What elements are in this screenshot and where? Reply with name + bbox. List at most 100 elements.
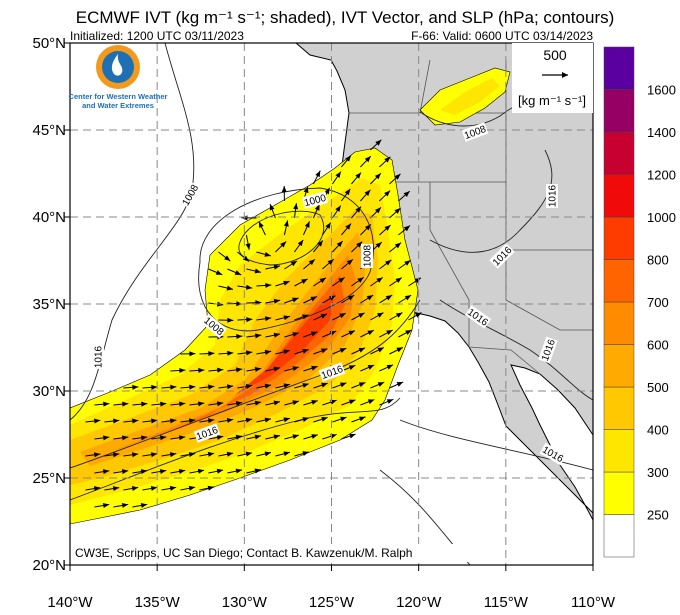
slp-contour bbox=[238, 210, 325, 266]
ivt-arrowhead bbox=[395, 277, 402, 284]
ivt-arrowhead bbox=[121, 502, 129, 508]
lon-tick-label: 135°W bbox=[135, 594, 181, 611]
graticule bbox=[70, 43, 593, 565]
ivt-arrowhead bbox=[414, 277, 421, 284]
ivt-arrowhead bbox=[254, 268, 262, 274]
ivt-arrowhead bbox=[216, 401, 224, 407]
ivt-arrowhead bbox=[345, 155, 352, 162]
ivt-arrowhead bbox=[208, 351, 215, 357]
ivt-arrowhead bbox=[159, 435, 167, 441]
contour-label-bg bbox=[200, 313, 228, 339]
logo: Center for Western Weather and Water Ext… bbox=[69, 45, 168, 110]
ivt-arrowhead bbox=[346, 259, 353, 266]
ivt-arrowhead bbox=[358, 382, 366, 388]
ivt-arrowhead bbox=[170, 384, 177, 390]
ivt-arrowhead bbox=[338, 277, 345, 283]
slp-contour bbox=[399, 419, 593, 471]
ivt-arrowhead bbox=[375, 242, 382, 248]
ivt-arrowhead bbox=[386, 330, 393, 336]
ivt-arrowhead bbox=[335, 171, 341, 178]
ivt-arrowhead bbox=[292, 400, 299, 406]
ivt-arrowhead bbox=[319, 277, 326, 284]
lon-tick-label: 120°W bbox=[396, 594, 442, 611]
ivt-arrowhead bbox=[384, 190, 391, 197]
ivt-arrowhead bbox=[245, 243, 251, 250]
ivt-arrowhead bbox=[283, 349, 290, 355]
slp-contour bbox=[70, 299, 421, 469]
ivt-arrowhead bbox=[264, 349, 272, 355]
ivt-arrowhead bbox=[292, 366, 299, 372]
ivt-arrowhead bbox=[273, 400, 281, 406]
reference-box bbox=[512, 43, 593, 113]
ivt-arrowhead bbox=[216, 434, 224, 440]
ivt-arrowhead bbox=[374, 207, 381, 214]
ivt-arrowhead bbox=[113, 418, 120, 424]
ivt-arrowhead bbox=[347, 295, 355, 301]
ivt-arrowhead bbox=[325, 222, 331, 229]
ivt-arrowhead bbox=[235, 468, 243, 474]
ivt-arrowhead bbox=[131, 486, 139, 491]
ivt-arrowhead bbox=[302, 451, 309, 456]
contour-label-bg bbox=[92, 345, 104, 369]
ivt-arrowhead bbox=[315, 170, 321, 178]
contour-label: 1008 bbox=[363, 244, 374, 267]
ivt-arrowhead bbox=[141, 435, 148, 441]
ivt-arrowhead bbox=[103, 401, 110, 407]
title: ECMWF IVT (kg m⁻¹ s⁻¹; shaded), IVT Vect… bbox=[76, 8, 615, 27]
valid-time: F-66: Valid: 0600 UTC 03/14/2023 bbox=[411, 29, 593, 43]
lon-tick-label: 125°W bbox=[309, 594, 355, 611]
ivt-arrowhead bbox=[132, 384, 139, 390]
ivt-arrowhead bbox=[385, 259, 392, 266]
ivt-arrowhead bbox=[283, 315, 290, 321]
contour-label-bg bbox=[318, 362, 346, 382]
ivt-arrowhead bbox=[385, 295, 393, 301]
ivt-arrowhead bbox=[169, 485, 177, 491]
ivt-arrowhead bbox=[340, 382, 347, 388]
colorbar-segment bbox=[603, 46, 635, 90]
ivt-arrowhead bbox=[339, 313, 346, 319]
ivt-arrowhead bbox=[297, 239, 304, 247]
ivt-arrowhead bbox=[207, 485, 215, 491]
ivt-arrowhead bbox=[283, 220, 289, 227]
ivt-arrowhead bbox=[405, 329, 412, 335]
ivt-arrowhead bbox=[283, 451, 290, 457]
credit-bg bbox=[72, 544, 492, 562]
ivt-arrowhead bbox=[235, 434, 243, 440]
ivt-arrowhead bbox=[245, 284, 253, 290]
ivt-arrowhead bbox=[265, 282, 272, 288]
colorbar-label: 500 bbox=[647, 380, 669, 395]
contour-label-bg bbox=[546, 184, 558, 208]
ivt-arrowhead bbox=[254, 434, 262, 440]
ivt-arrowhead bbox=[215, 270, 223, 275]
ivt-arrowhead bbox=[355, 172, 362, 179]
ivt-arrowhead bbox=[94, 418, 101, 424]
ivt-arrowhead bbox=[189, 351, 196, 357]
ivt-arrowhead bbox=[290, 260, 298, 267]
logo-text: Center for Western Weather bbox=[69, 92, 168, 101]
ivt-arrowhead bbox=[357, 277, 364, 283]
ivt-arrowhead bbox=[269, 203, 275, 211]
ivt-arrowhead bbox=[345, 223, 352, 230]
ivt-arrowhead bbox=[283, 417, 290, 423]
ivt-arrowhead bbox=[292, 332, 299, 337]
ivt-arrowhead bbox=[359, 416, 366, 422]
lon-tick-label: 140°W bbox=[47, 594, 93, 611]
ivt-arrowhead bbox=[386, 399, 394, 404]
ivt-arrowhead bbox=[197, 468, 205, 474]
colorbar-segment bbox=[603, 514, 635, 558]
ivt-arrowhead bbox=[344, 188, 351, 196]
lat-tick-label: 50°N bbox=[32, 35, 66, 52]
ivt-arrowhead bbox=[414, 312, 422, 318]
borders bbox=[340, 59, 593, 375]
ivt-arrowhead bbox=[396, 381, 404, 387]
ivt-arrowhead bbox=[320, 348, 328, 354]
vector-reference: 500 [kg m⁻¹ s⁻¹] bbox=[512, 43, 593, 113]
contour-label-bg bbox=[178, 181, 202, 209]
ivt-arrowhead bbox=[349, 399, 356, 405]
ivt-arrowhead bbox=[292, 297, 299, 303]
lat-tick-label: 20°N bbox=[32, 557, 66, 574]
ivt-arrowhead bbox=[403, 191, 410, 197]
ivt-arrowhead bbox=[302, 348, 309, 354]
colorbar-label: 1000 bbox=[647, 210, 676, 225]
ivt-arrowhead bbox=[226, 384, 234, 390]
